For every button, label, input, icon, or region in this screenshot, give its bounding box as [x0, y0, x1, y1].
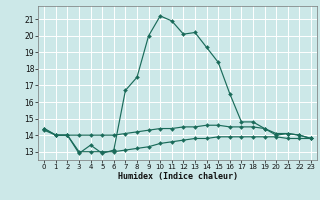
X-axis label: Humidex (Indice chaleur): Humidex (Indice chaleur) — [118, 172, 238, 181]
